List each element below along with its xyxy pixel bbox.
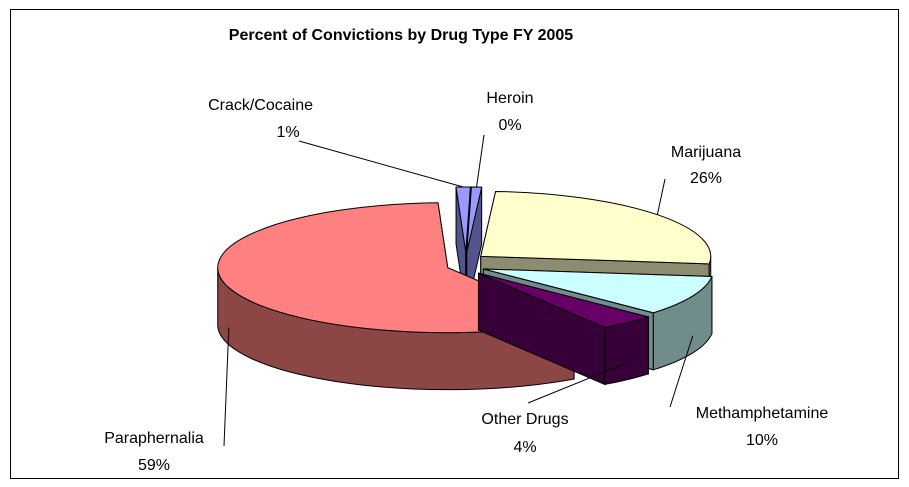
label-other-drugs-name: Other Drugs bbox=[481, 411, 568, 428]
chart-border bbox=[10, 9, 899, 479]
chart-title: Percent of Convictions by Drug Type FY 2… bbox=[229, 27, 573, 44]
label-paraphernalia-value: 59% bbox=[138, 457, 170, 474]
label-paraphernalia-name: Paraphernalia bbox=[104, 430, 204, 447]
pie-chart: Percent of Convictions by Drug Type FY 2… bbox=[10, 9, 899, 479]
label-marijuana-value: 26% bbox=[690, 170, 722, 187]
leader-line-heroin bbox=[476, 134, 485, 188]
label-methamphetamine-name: Methamphetamine bbox=[696, 405, 829, 422]
leader-line-paraphernalia bbox=[223, 327, 230, 447]
leader-lines bbox=[223, 134, 694, 447]
label-crack-cocaine-value: 1% bbox=[276, 124, 299, 141]
slice-top bbox=[483, 268, 713, 314]
slices-layer bbox=[217, 186, 713, 391]
label-heroin-name: Heroin bbox=[486, 90, 533, 107]
label-marijuana-name: Marijuana bbox=[671, 144, 741, 161]
slice-other-drugs bbox=[477, 272, 651, 386]
slice-top bbox=[466, 186, 483, 253]
slice-top bbox=[478, 272, 651, 328]
leader-line-other-drugs bbox=[527, 362, 628, 404]
leader-line-crack-cocaine bbox=[298, 140, 464, 188]
slice-rim bbox=[604, 316, 649, 386]
label-other-drugs-value: 4% bbox=[513, 439, 536, 456]
label-crack-cocaine-name: Crack/Cocaine bbox=[208, 97, 313, 114]
leader-line-methamphetamine bbox=[669, 335, 694, 408]
chart-frame: Percent of Convictions by Drug Type FY 2… bbox=[10, 9, 899, 479]
label-heroin-value: 0% bbox=[498, 117, 521, 134]
leader-line-marijuana bbox=[656, 178, 666, 215]
label-methamphetamine-value: 10% bbox=[746, 432, 778, 449]
